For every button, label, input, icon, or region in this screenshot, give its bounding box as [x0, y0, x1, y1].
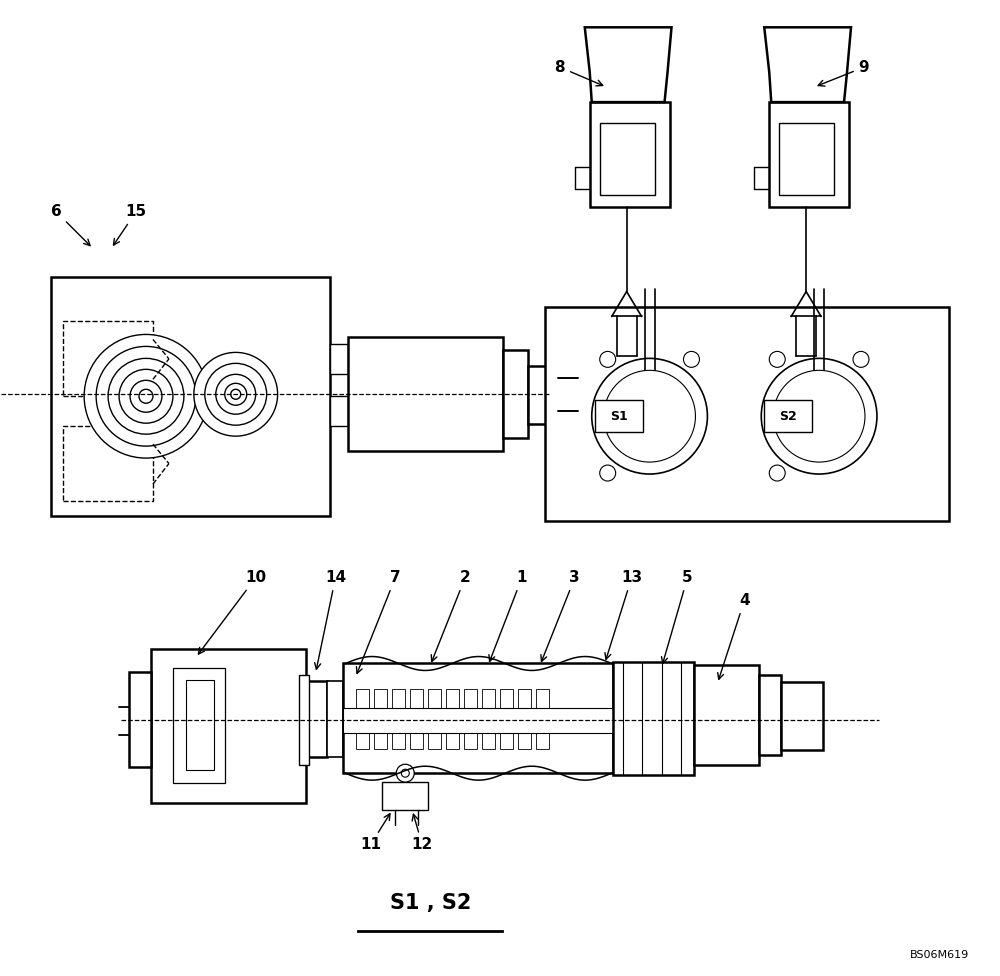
- Bar: [299, 675, 309, 765]
- Text: 11: 11: [360, 814, 390, 852]
- Text: 9: 9: [818, 60, 869, 86]
- Bar: [374, 689, 387, 750]
- Circle shape: [231, 389, 241, 399]
- Circle shape: [853, 351, 869, 367]
- Text: S2: S2: [779, 410, 797, 423]
- Bar: [63, 427, 153, 501]
- Circle shape: [761, 358, 877, 474]
- Text: 13: 13: [605, 570, 642, 660]
- Text: 6: 6: [51, 204, 90, 246]
- Bar: [600, 123, 655, 195]
- Text: 8: 8: [555, 60, 603, 86]
- Bar: [518, 689, 531, 750]
- Text: 4: 4: [718, 593, 750, 679]
- Bar: [348, 338, 503, 451]
- Circle shape: [396, 764, 414, 782]
- Text: 7: 7: [356, 570, 401, 673]
- Text: 3: 3: [541, 570, 580, 662]
- Bar: [503, 350, 528, 438]
- Circle shape: [600, 466, 616, 481]
- Bar: [781, 682, 823, 751]
- Circle shape: [600, 351, 616, 367]
- Text: 2: 2: [431, 570, 470, 662]
- Circle shape: [225, 384, 247, 405]
- Bar: [694, 666, 759, 765]
- Bar: [590, 102, 670, 207]
- Circle shape: [216, 375, 256, 414]
- Circle shape: [194, 352, 278, 436]
- Bar: [173, 669, 225, 783]
- Bar: [392, 689, 405, 750]
- Circle shape: [604, 370, 695, 462]
- Bar: [327, 681, 343, 757]
- Circle shape: [205, 363, 267, 426]
- Bar: [595, 400, 643, 432]
- Bar: [482, 689, 495, 750]
- Circle shape: [401, 769, 409, 777]
- Circle shape: [108, 358, 184, 434]
- Text: 5: 5: [662, 570, 693, 664]
- Bar: [428, 689, 441, 750]
- Bar: [306, 681, 327, 757]
- Bar: [382, 782, 428, 810]
- Text: 1: 1: [489, 570, 527, 662]
- Bar: [779, 123, 834, 195]
- Bar: [500, 689, 513, 750]
- Bar: [464, 689, 477, 750]
- Bar: [356, 689, 369, 750]
- Bar: [536, 689, 549, 750]
- Bar: [769, 102, 849, 207]
- Circle shape: [96, 346, 196, 446]
- Circle shape: [139, 389, 153, 403]
- Text: 12: 12: [412, 814, 433, 852]
- Bar: [764, 400, 812, 432]
- Bar: [613, 662, 694, 775]
- Bar: [186, 680, 214, 770]
- Bar: [330, 345, 348, 375]
- Text: S1 , S2: S1 , S2: [390, 893, 471, 913]
- Bar: [545, 306, 949, 521]
- Bar: [759, 675, 781, 755]
- Bar: [330, 396, 348, 427]
- Bar: [410, 689, 423, 750]
- Text: S1: S1: [610, 410, 628, 423]
- Circle shape: [130, 381, 162, 412]
- Bar: [343, 709, 613, 733]
- Text: 15: 15: [114, 204, 147, 245]
- Bar: [343, 664, 613, 773]
- Bar: [63, 321, 153, 396]
- Text: 10: 10: [198, 570, 266, 654]
- Circle shape: [592, 358, 707, 474]
- Circle shape: [683, 351, 699, 367]
- Circle shape: [769, 351, 785, 367]
- Circle shape: [84, 335, 208, 458]
- Bar: [528, 366, 558, 425]
- Bar: [51, 276, 330, 516]
- Circle shape: [773, 370, 865, 462]
- Bar: [129, 672, 151, 767]
- Text: BS06M619: BS06M619: [909, 950, 969, 959]
- Bar: [446, 689, 459, 750]
- Text: 14: 14: [315, 570, 346, 670]
- Bar: [151, 648, 306, 803]
- Circle shape: [119, 369, 173, 424]
- Circle shape: [769, 466, 785, 481]
